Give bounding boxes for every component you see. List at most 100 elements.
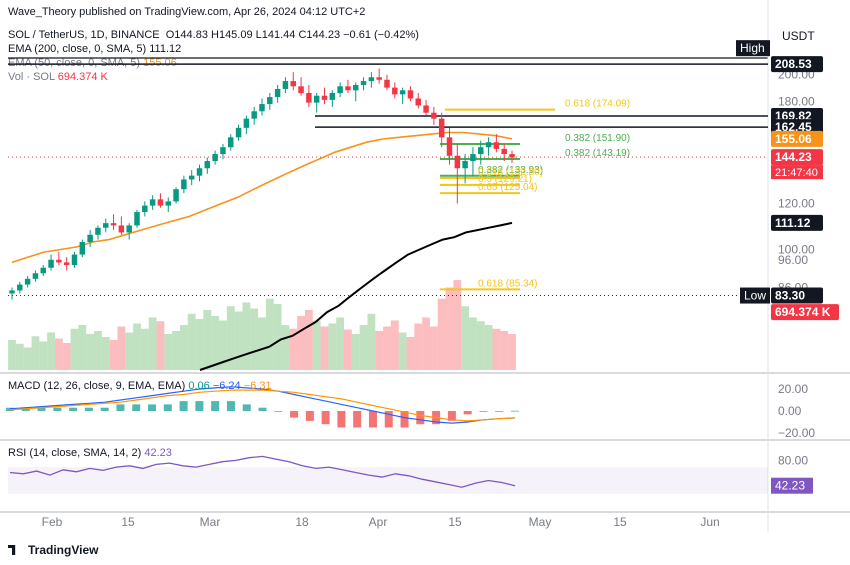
macd-hist-4 — [69, 407, 78, 411]
volume-bar-50 — [398, 332, 407, 370]
candle-50 — [399, 87, 406, 105]
candle-18 — [149, 195, 156, 210]
candle-body-26 — [212, 154, 218, 162]
candle-1 — [17, 281, 23, 294]
volume-bar-15 — [125, 332, 134, 370]
rsi-value-label: 42.23 — [775, 479, 805, 493]
candle-24 — [196, 164, 203, 182]
candle-body-34 — [274, 88, 281, 98]
candle-body-24 — [196, 168, 203, 176]
volume-bar-59 — [469, 317, 477, 370]
candle-13 — [110, 214, 117, 231]
fib-label-4: 0.618 (132.80) — [478, 167, 543, 178]
volume-bar-31 — [250, 308, 259, 370]
macd-hist-11 — [179, 401, 188, 411]
volume-bar-8 — [70, 328, 79, 370]
candle-body-44 — [353, 84, 359, 91]
volume-bar-16 — [133, 323, 141, 370]
rsi-value-box — [771, 477, 813, 494]
candle-62 — [493, 134, 500, 153]
volume-bar-7 — [62, 343, 71, 370]
candle-20 — [165, 197, 171, 213]
candle-9 — [79, 239, 86, 258]
volume-bar-39 — [312, 320, 321, 370]
time-tick-2: Mar — [200, 515, 221, 529]
currency-label: USDT — [782, 29, 815, 43]
candle-46 — [368, 72, 375, 88]
volume-bar-1 — [15, 343, 24, 370]
volume-bar-37 — [297, 316, 305, 370]
macd-hist-10 — [163, 404, 172, 411]
volume-bar-29 — [234, 311, 243, 370]
candle-body-36 — [290, 81, 296, 87]
macd-hist-19 — [305, 411, 314, 421]
candle-58 — [462, 154, 468, 184]
fib-label-7: 0.618 (85.34) — [478, 278, 538, 289]
macd-hist-20 — [321, 411, 330, 425]
candle-body-17 — [142, 205, 148, 213]
fib-label-2: 0.382 (143.19) — [565, 148, 630, 159]
volume-bar-22 — [179, 325, 188, 370]
macd-hist-18 — [290, 411, 299, 418]
volume-bar-26 — [211, 316, 220, 370]
macd-hist-15 — [242, 404, 251, 411]
candle-body-41 — [329, 92, 336, 100]
fib-label-1: 0.382 (151.90) — [565, 133, 630, 144]
candle-27 — [220, 143, 226, 160]
candle-10 — [87, 230, 93, 247]
volume-bar-24 — [195, 319, 204, 370]
volume-bar-20 — [164, 334, 173, 370]
candle-body-60 — [478, 147, 484, 155]
candle-34 — [274, 84, 281, 103]
time-tick-1: 15 — [121, 515, 135, 529]
candle-39 — [313, 92, 320, 113]
candle-12 — [103, 218, 109, 233]
symbol-line: SOL / TetherUS, 1D, BINANCE O144.83 H145… — [8, 29, 419, 41]
macd-legend: MACD (12, 26, close, 9, EMA, EMA) 0.06 −… — [8, 380, 272, 392]
candle-59 — [470, 147, 476, 176]
candle-body-0 — [9, 290, 15, 294]
candle-body-21 — [173, 189, 179, 202]
candle-35 — [282, 77, 289, 93]
macd-hist-8 — [132, 404, 141, 411]
candle-52 — [415, 92, 421, 109]
candle-53 — [423, 99, 429, 116]
candle-body-20 — [165, 201, 171, 206]
ema200-line — [199, 221, 513, 371]
candle-41 — [329, 90, 336, 107]
volume-bar-64 — [508, 334, 516, 370]
macd-hist-32 — [511, 410, 519, 412]
price-label-3: 155.06 — [775, 132, 812, 146]
macd-hist-7 — [116, 404, 125, 411]
price-tick-4: 100.00 — [778, 242, 815, 256]
candle-16 — [134, 209, 140, 228]
candle-body-30 — [243, 118, 250, 128]
macd-hist-31 — [495, 411, 504, 412]
volume-bar-47 — [375, 331, 384, 370]
volume-bar-5 — [47, 332, 55, 370]
high-tag-box — [736, 40, 770, 57]
candle-body-14 — [118, 225, 125, 233]
volume-bar-41 — [328, 323, 337, 370]
volume-bar-2 — [23, 347, 32, 370]
macd-hist-24 — [384, 411, 393, 428]
candle-body-35 — [282, 81, 289, 89]
candle-51 — [407, 86, 414, 102]
candle-56 — [446, 127, 453, 165]
price-label-box-5 — [771, 214, 823, 231]
volume-bar-51 — [406, 337, 415, 370]
candle-body-4 — [40, 267, 46, 274]
candle-2 — [24, 276, 31, 288]
volume-bar-57 — [453, 280, 462, 370]
candle-17 — [142, 201, 148, 217]
macd-hist-30 — [479, 411, 488, 412]
candle-32 — [259, 98, 265, 116]
candle-body-2 — [24, 278, 31, 285]
volume-bar-25 — [203, 310, 212, 370]
volume-bar-11 — [94, 331, 102, 370]
candle-body-51 — [407, 90, 414, 99]
volume-bar-44 — [351, 334, 360, 370]
candle-body-58 — [462, 161, 468, 169]
volume-bar-12 — [101, 337, 110, 370]
